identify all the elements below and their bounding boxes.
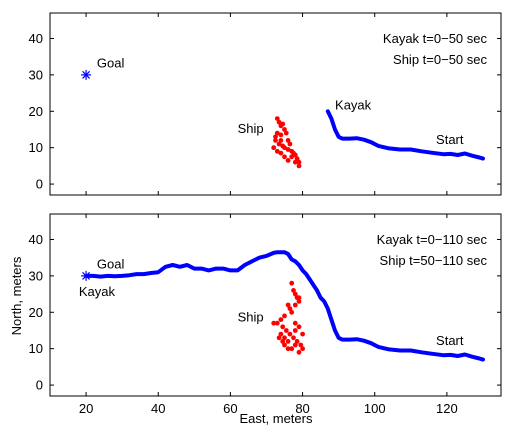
goal-annotation: Goal — [97, 257, 125, 272]
ship-position-point — [274, 130, 280, 136]
ship-position-point — [276, 141, 282, 147]
time-range-note: Kayak t=0−110 sec — [377, 232, 488, 247]
ship-position-point — [276, 119, 282, 125]
ship-position-point — [280, 121, 286, 127]
ship-position-point — [271, 320, 277, 326]
ship-position-point — [296, 295, 302, 301]
ship-position-point — [285, 302, 291, 308]
ship-position-point — [274, 148, 280, 154]
ship-position-point — [289, 346, 295, 352]
ship-position-point — [292, 291, 298, 297]
x-tick-label: 100 — [364, 401, 386, 416]
y-tick-label: 0 — [36, 378, 43, 393]
ship-position-point — [278, 138, 284, 143]
y-tick-label: 40 — [29, 31, 43, 46]
ship-position-point — [278, 132, 284, 138]
ship-position-point — [285, 346, 291, 352]
ship-position-point — [291, 288, 296, 293]
start-annotation: Start — [436, 333, 464, 348]
ship-position-point — [287, 306, 293, 311]
ship-position-point — [278, 317, 284, 322]
ship-position-point — [291, 335, 296, 341]
kayak-track-line — [84, 250, 485, 362]
ship-position-point — [287, 141, 293, 147]
ship-position-point — [300, 346, 305, 352]
y-axis-label: North, meters — [9, 256, 24, 335]
ship-position-point — [289, 154, 295, 160]
x-tick-label: 120 — [436, 401, 458, 416]
ship-position-point — [296, 163, 302, 169]
y-tick-label: 30 — [29, 67, 43, 82]
start-annotation: Start — [436, 132, 464, 147]
ship-annotation: Ship — [238, 309, 264, 324]
ship-position-point — [280, 324, 286, 330]
y-tick-label: 30 — [29, 268, 43, 283]
ship-position-point — [285, 339, 291, 344]
time-range-note: Ship t=0−50 sec — [393, 52, 487, 67]
ship-position-point — [274, 116, 280, 121]
ship-position-point — [289, 280, 295, 286]
ship-position-point — [282, 335, 287, 341]
y-tick-label: 0 — [36, 177, 43, 192]
y-tick-label: 40 — [29, 232, 43, 247]
ship-position-point — [287, 331, 293, 337]
x-tick-label: 60 — [223, 401, 237, 416]
ship-position-point — [278, 150, 284, 156]
y-tick-label: 10 — [29, 140, 43, 155]
time-range-note: Kayak t=0−50 sec — [383, 31, 488, 46]
plot-frame — [49, 213, 502, 397]
ship-position-point — [285, 158, 291, 163]
ship-position-point — [283, 130, 289, 136]
kayak-annotation: Kayak — [79, 284, 116, 299]
ship-position-point — [271, 145, 277, 151]
ship-position-point — [294, 339, 300, 344]
goal-marker — [81, 69, 92, 80]
ship-position-point — [280, 143, 286, 149]
ship-position-point — [274, 320, 280, 326]
ship-position-point — [289, 309, 295, 315]
ship-position-point — [285, 138, 291, 143]
ship-position-point — [292, 302, 298, 308]
ship-position-point — [291, 150, 296, 156]
ship-position-point — [283, 328, 289, 333]
ship-position-point — [273, 138, 278, 143]
ship-position-point — [296, 324, 302, 330]
ship-position-point — [292, 342, 298, 348]
x-tick-label: 20 — [79, 401, 93, 416]
goal-annotation: Goal — [97, 56, 125, 71]
ship-annotation: Ship — [238, 121, 264, 136]
ship-position-point — [278, 331, 284, 337]
ship-position-point — [292, 159, 298, 165]
ship-position-point — [280, 339, 286, 344]
time-range-note: Ship t=50−110 sec — [380, 253, 488, 268]
y-tick-label: 20 — [29, 104, 43, 119]
ship-position-point — [273, 134, 278, 140]
x-axis-label: East, meters — [240, 411, 313, 426]
y-tick-label: 20 — [29, 305, 43, 320]
y-tick-label: 10 — [29, 341, 43, 356]
ship-position-point — [282, 127, 287, 132]
ship-position-point — [296, 159, 302, 165]
plot-frame — [49, 12, 502, 196]
ship-position-point — [285, 147, 291, 152]
ship-position-point — [296, 299, 302, 304]
ship-position-point — [296, 349, 302, 355]
ship-position-point — [292, 328, 298, 333]
bottom-panel: 20 40 60 80 100 120 0 10 20 30 40 Goal Kayak Ship Star… — [29, 213, 502, 416]
ship-position-point — [294, 156, 300, 162]
goal-marker — [81, 270, 92, 281]
kayak-track-line — [325, 109, 485, 161]
ship-position-point — [300, 331, 305, 337]
ship-position-point — [292, 320, 298, 326]
ship-position-point — [282, 313, 287, 319]
top-panel: 0 10 20 30 40 Goal Ship Kayak Start Kayak t=0−50 … — [29, 12, 502, 196]
ship-position-point — [298, 342, 304, 348]
ship-position-point — [282, 154, 287, 160]
ship-position-point — [276, 335, 282, 341]
ship-position-point — [282, 342, 287, 348]
x-tick-label: 40 — [151, 401, 165, 416]
x-tick-label: 80 — [295, 401, 309, 416]
kayak-annotation: Kayak — [335, 97, 372, 112]
